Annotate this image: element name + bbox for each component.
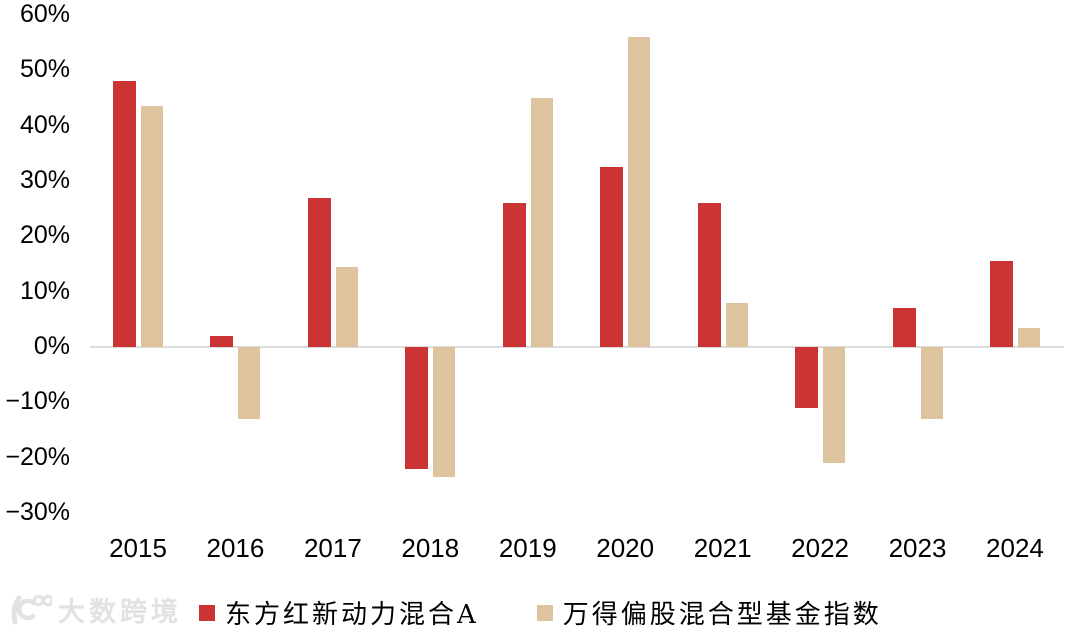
x-tick-label: 2021 [693,533,752,563]
bar-2024-fund [989,261,1013,347]
bar-2016-index [238,346,261,419]
watermark: 大数跨境 [8,590,182,628]
y-tick-label: 50% [19,55,70,84]
bar-2019-fund [502,203,526,347]
y-tick-label: 0% [33,331,70,360]
bar-2023-fund [892,308,916,347]
legend: 东方红新动力混合A 万得偏股混合型基金指数 [199,594,882,628]
x-tick-label: 2018 [401,533,460,563]
bar-2018-index [433,346,456,477]
bar-2021-fund [697,203,721,347]
bar-2022-index [823,346,846,464]
bar-2024-index [1017,327,1040,347]
y-tick-label: 20% [19,221,70,250]
bar-2017-fund [307,197,331,347]
x-tick-label: 2020 [596,533,655,563]
legend-swatch-tan [536,604,553,621]
bar-2020-index [628,37,651,347]
y-tick-label: −10% [5,387,70,416]
y-tick-label: 40% [19,110,70,139]
legend-item-series-0: 东方红新动力混合A [199,594,479,628]
x-tick-label: 2015 [109,533,167,563]
bar-2017-index [335,266,358,347]
bar-2019-index [530,97,553,347]
watermark-logo-icon [11,594,52,624]
legend-swatch-red [199,604,215,621]
x-tick-label: 2024 [986,533,1044,563]
x-tick-label: 2022 [791,533,849,563]
legend-label-series-0: 东方红新动力混合A [225,600,479,628]
bar-2023-index [920,346,943,419]
legend-item-series-1: 万得偏股混合型基金指数 [536,594,882,628]
zero-axis-line [90,346,1064,348]
y-tick-label: 60% [19,0,70,28]
bar-2015-index [141,106,163,347]
bar-2015-fund [113,81,136,347]
watermark-text: 大数跨境 [58,597,182,627]
bar-2022-fund [795,346,819,408]
x-tick-label: 2019 [498,533,557,563]
y-tick-label: 30% [19,165,70,194]
bar-2020-fund [600,167,624,347]
legend-label-series-1: 万得偏股混合型基金指数 [562,600,882,628]
y-tick-label: 10% [19,276,70,305]
x-tick-label: 2023 [888,533,947,563]
x-tick-label: 2017 [303,533,362,563]
bar-2016-fund [210,335,234,347]
y-tick-label: −30% [5,497,70,526]
bar-2021-index [725,302,748,347]
bar-2018-fund [405,346,429,469]
x-tick-label: 2016 [206,533,265,563]
y-tick-label: −20% [5,442,70,471]
